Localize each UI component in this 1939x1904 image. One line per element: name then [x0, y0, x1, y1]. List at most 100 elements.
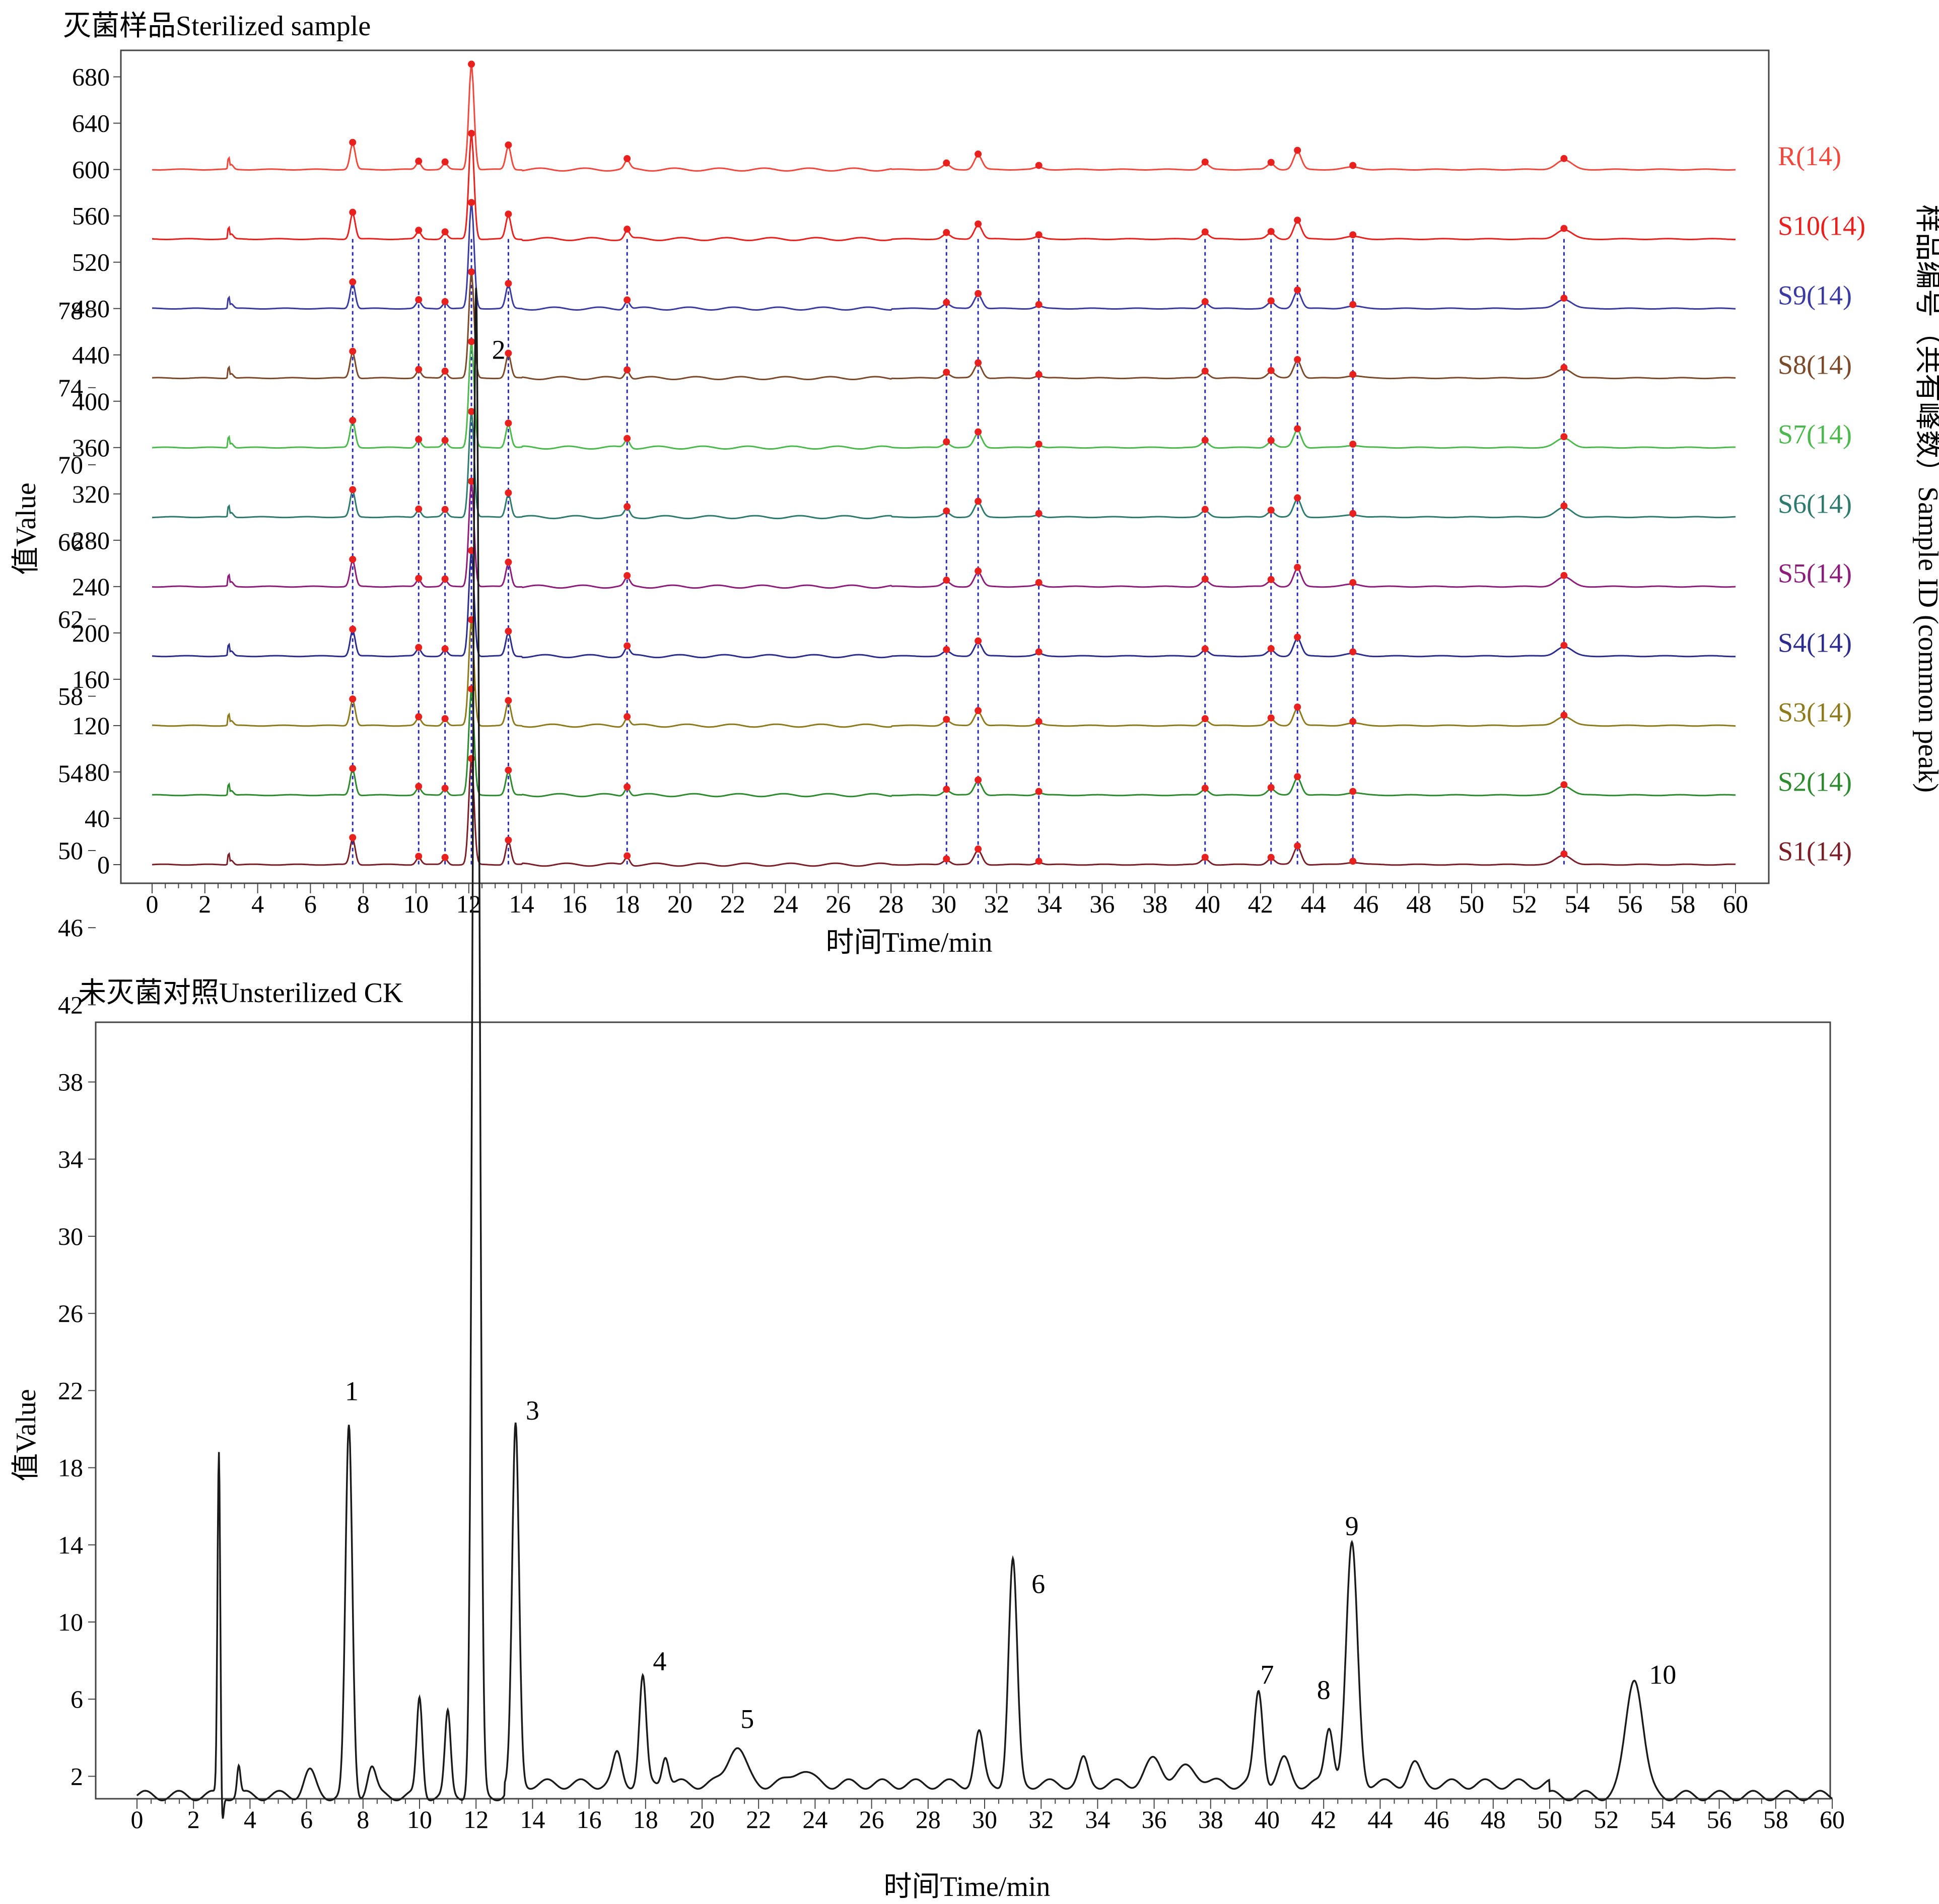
y-tick-label: 30 — [58, 1222, 83, 1250]
x-tick-label: 6 — [300, 1805, 313, 1834]
peak-marker — [624, 713, 631, 721]
x-tick-label: 14 — [509, 890, 534, 918]
x-tick-label: 0 — [131, 1805, 144, 1834]
x-tick-label: 38 — [1198, 1805, 1223, 1834]
y-tick-label: 54 — [58, 759, 83, 788]
peak-marker — [975, 498, 982, 505]
series-label: S6(14) — [1778, 488, 1852, 519]
x-tick-label: 8 — [357, 1805, 369, 1834]
series-label: S2(14) — [1778, 767, 1852, 797]
y-tick-label: 280 — [72, 526, 110, 554]
peak-number-label: 10 — [1649, 1660, 1676, 1690]
chart-sterilized: 灭菌样品Sterilized sample 0 2 4 6 8 10 12 14 16 18 20 2… — [11, 11, 1939, 958]
peak-marker — [1035, 371, 1043, 378]
peak-marker — [505, 766, 512, 774]
y-tick-label: 6 — [71, 1685, 83, 1713]
x-tick-label: 32 — [984, 890, 1009, 918]
x-tick-label: 12 — [456, 890, 481, 918]
peak-marker — [624, 642, 631, 650]
x-axis-label: 时间Time/min — [884, 1871, 1051, 1902]
x-tick-label: 12 — [463, 1805, 489, 1834]
peak-number-label: 2 — [492, 334, 506, 365]
peak-number-label: 8 — [1317, 1675, 1331, 1705]
peak-marker — [1349, 718, 1357, 725]
peak-marker — [468, 477, 475, 485]
peak-marker — [349, 695, 357, 703]
peak-marker — [505, 627, 512, 635]
peak-marker — [624, 296, 631, 304]
peak-marker — [415, 158, 423, 165]
peak-marker — [441, 367, 449, 375]
peak-marker — [1201, 158, 1209, 166]
peak-marker — [943, 299, 950, 306]
x-tick-label: 42 — [1248, 890, 1273, 918]
x-tick-label: 50 — [1537, 1805, 1562, 1834]
peak-marker — [1560, 295, 1568, 302]
right-axis-label: 样品编号（共有峰数）Sample ID (common peak) — [1912, 204, 1939, 793]
peak-number-label: 1 — [345, 1376, 359, 1406]
y-tick-label: 520 — [72, 248, 110, 276]
y-tick-label: 18 — [58, 1454, 83, 1482]
peak-marker — [943, 159, 950, 167]
x-tick-label: 58 — [1763, 1805, 1788, 1834]
peak-marker — [624, 503, 631, 511]
peak-marker — [505, 349, 512, 357]
x-tick-label: 34 — [1085, 1805, 1110, 1834]
peak-marker — [415, 783, 423, 790]
peak-marker — [1267, 784, 1275, 791]
peak-marker — [1294, 217, 1301, 224]
peak-marker — [349, 416, 357, 424]
peak-marker — [1035, 648, 1043, 656]
peak-marker — [1349, 510, 1357, 517]
peak-marker — [624, 366, 631, 374]
x-tick-label: 30 — [972, 1805, 997, 1834]
x-tick-label: 22 — [720, 890, 745, 918]
peak-marker — [1294, 842, 1301, 850]
x-tick-label: 0 — [146, 890, 159, 918]
peak-marker — [624, 852, 631, 860]
peak-marker — [415, 505, 423, 513]
x-tick-label: 18 — [614, 890, 640, 918]
x-tick-label: 6 — [304, 890, 317, 918]
peak-marker — [505, 279, 512, 287]
peak-marker — [1267, 507, 1275, 514]
peak-marker — [505, 489, 512, 497]
x-tick-label: 30 — [931, 890, 956, 918]
peak-marker — [1035, 301, 1043, 308]
peak-marker — [1035, 162, 1043, 169]
peak-marker — [349, 208, 357, 216]
y-tick-label: 360 — [72, 434, 110, 462]
y-tick-label: 42 — [58, 991, 83, 1019]
peak-marker — [349, 764, 357, 772]
plot-frame — [95, 1021, 1831, 1800]
chart-title: 灭菌样品Sterilized sample — [63, 11, 371, 42]
peak-marker — [1201, 298, 1209, 306]
x-tick-label: 54 — [1650, 1805, 1675, 1834]
peak-number-label: 5 — [740, 1704, 754, 1734]
peak-marker — [943, 507, 950, 515]
series-label: S4(14) — [1778, 627, 1852, 658]
peak-marker — [1294, 633, 1301, 641]
x-tick-label: 54 — [1565, 890, 1590, 918]
peak-marker — [441, 437, 449, 444]
peak-marker — [505, 697, 512, 704]
peak-marker — [1201, 228, 1209, 236]
peak-marker — [975, 150, 982, 158]
peak-marker — [943, 855, 950, 863]
peak-marker — [1560, 781, 1568, 789]
peak-marker — [441, 715, 449, 723]
peak-marker — [1267, 645, 1275, 653]
peak-marker — [1035, 858, 1043, 865]
peak-marker — [975, 707, 982, 715]
peak-marker — [624, 226, 631, 233]
y-tick-label: 120 — [72, 712, 110, 740]
peak-marker — [1349, 231, 1357, 239]
x-tick-label: 2 — [187, 1805, 200, 1834]
peak-marker — [505, 836, 512, 844]
y-tick-label: 2 — [71, 1762, 83, 1790]
x-tick-label: 4 — [251, 890, 264, 918]
peak-marker — [1267, 159, 1275, 166]
peak-marker — [441, 785, 449, 792]
peak-marker — [1294, 356, 1301, 363]
series-label: S1(14) — [1778, 836, 1852, 867]
